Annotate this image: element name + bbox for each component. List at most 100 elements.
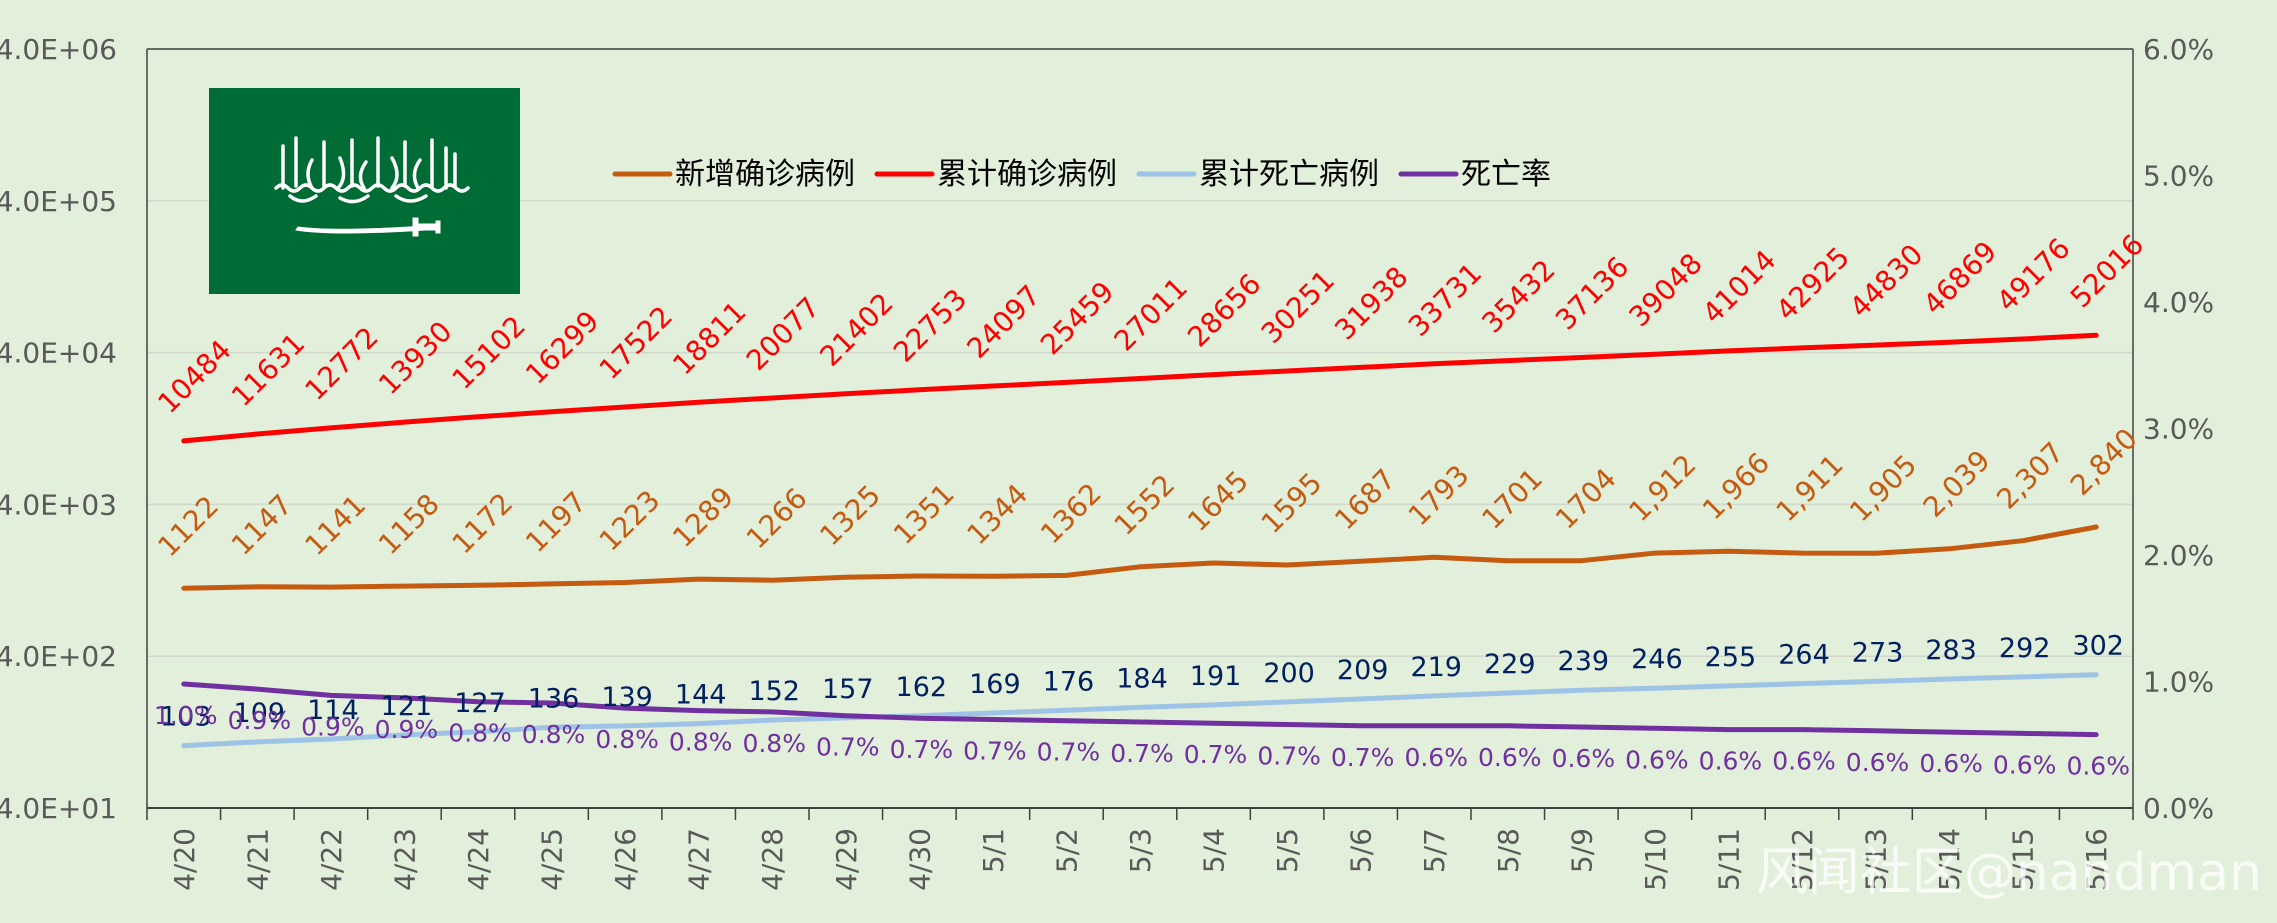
- cumulative-deaths-label: 191: [1190, 661, 1242, 692]
- legend-label-new_cases: 新增确诊病例: [675, 157, 855, 192]
- x-axis-tick-label: 5/8: [1492, 828, 1525, 873]
- death-rate-label: 0.7%: [1184, 740, 1248, 769]
- sword-pommel: [435, 220, 441, 234]
- death-rate-label: 0.7%: [1331, 743, 1395, 772]
- cumulative-deaths-label: 127: [454, 688, 506, 719]
- death-rate-label: 0.6%: [1699, 747, 1763, 776]
- shahada-stroke: [394, 194, 428, 203]
- x-axis-tick-label: 5/16: [2080, 828, 2113, 891]
- x-axis-tick-label: 4/22: [315, 828, 348, 891]
- death-rate-label: 0.6%: [1625, 745, 1689, 774]
- cumulative-deaths-label: 184: [1116, 663, 1168, 694]
- cumulative-deaths-label: 255: [1705, 642, 1757, 673]
- cumulative-deaths-label: 152: [748, 676, 800, 707]
- x-axis-tick-label: 5/11: [1712, 828, 1745, 891]
- death-rate-label: 0.7%: [963, 736, 1027, 765]
- x-axis-tick-label: 5/12: [1786, 828, 1819, 891]
- x-axis-tick-label: 4/30: [903, 828, 936, 891]
- legend-label-cumulative_cases: 累计确诊病例: [937, 157, 1117, 192]
- shahada-stroke: [288, 194, 318, 203]
- death-rate-label: 0.6%: [2066, 752, 2130, 781]
- death-rate-label: 0.7%: [1257, 742, 1321, 771]
- death-rate-label: 0.8%: [669, 728, 733, 757]
- cumulative-deaths-label: 200: [1263, 658, 1315, 689]
- cumulative-deaths-label: 169: [969, 669, 1021, 700]
- shahada-stroke: [336, 156, 346, 190]
- left-axis-tick-label: 4.0E+06: [0, 33, 117, 66]
- cumulative-deaths-label: 144: [675, 680, 727, 711]
- shahada-stroke: [306, 158, 314, 190]
- shahada-stroke: [274, 183, 470, 193]
- death-rate-label: 0.8%: [595, 725, 659, 754]
- cumulative-deaths-label: 136: [528, 683, 580, 714]
- saudi-flag: [209, 88, 520, 294]
- x-axis-tick-label: 4/23: [388, 828, 421, 891]
- death-rate-label: 0.9%: [301, 712, 365, 741]
- x-axis-tick-label: 5/7: [1418, 828, 1451, 873]
- right-axis-tick-label: 5.0%: [2143, 160, 2214, 193]
- x-axis-tick-label: 5/6: [1345, 828, 1378, 873]
- x-axis-tick-label: 5/2: [1050, 828, 1083, 873]
- cumulative-deaths-label: 121: [381, 691, 433, 722]
- cumulative-deaths-label: 109: [234, 698, 286, 729]
- right-axis-tick-label: 0.0%: [2143, 792, 2214, 825]
- left-axis-tick-label: 4.0E+03: [0, 488, 117, 521]
- left-axis-tick-label: 4.0E+05: [0, 185, 117, 218]
- cumulative-deaths-label: 103: [160, 702, 212, 733]
- x-axis-tick-label: 4/20: [168, 828, 201, 891]
- cumulative-deaths-label: 246: [1631, 644, 1683, 675]
- cumulative-deaths-label: 157: [822, 674, 874, 705]
- x-axis-tick-label: 4/25: [536, 828, 569, 891]
- death-rate-label: 0.7%: [1037, 738, 1101, 767]
- cumulative-deaths-label: 114: [307, 695, 359, 726]
- cumulative-deaths-label: 292: [1999, 633, 2051, 664]
- x-axis-tick-label: 5/15: [2007, 828, 2040, 891]
- death-rate-label: 0.9%: [228, 706, 292, 735]
- x-axis-tick-label: 4/29: [830, 828, 863, 891]
- death-rate-label: 0.8%: [522, 720, 586, 749]
- series: [181, 332, 2099, 749]
- right-axis-tick-label: 6.0%: [2143, 33, 2214, 66]
- cumulative-deaths-label: 273: [1852, 637, 1904, 668]
- legend-label-death_rate: 死亡率: [1461, 157, 1551, 192]
- cumulative-deaths-label: 302: [2072, 631, 2124, 662]
- cumulative-deaths-label: 162: [896, 672, 948, 703]
- death-rate-label: 0.6%: [1772, 747, 1836, 776]
- death-rate-label: 0.6%: [1993, 750, 2057, 779]
- right-axis-tick-label: 4.0%: [2143, 286, 2214, 319]
- x-axis-tick-label: 4/28: [756, 828, 789, 891]
- death-rate-label: 0.6%: [1919, 749, 1983, 778]
- cumulative-deaths-label: 139: [601, 682, 653, 713]
- death-rate-label: 0.6%: [1846, 748, 1910, 777]
- axes: 4.0E+01 4.0E+02 4.0E+03 4.0E+04 4.0E+05 4.0E+…: [0, 33, 2214, 891]
- shahada-stroke: [358, 160, 368, 190]
- sword-guard: [412, 217, 419, 237]
- shahada-stroke: [390, 156, 399, 190]
- death-rate-label: 0.6%: [1552, 744, 1616, 773]
- left-axis-tick-label: 4.0E+02: [0, 640, 117, 673]
- legend: 新增确诊病例 累计确诊病例 累计死亡病例 死亡率: [612, 157, 1551, 192]
- shahada-stroke: [412, 158, 422, 190]
- x-axis-tick-label: 5/1: [977, 828, 1010, 873]
- x-axis-tick-label: 5/9: [1565, 828, 1598, 873]
- new_cases-line: [181, 524, 2099, 591]
- cumulative_deaths-line: [181, 672, 2099, 749]
- death-rate-label: 0.8%: [742, 729, 806, 758]
- cumulative-deaths-label: 229: [1484, 649, 1536, 680]
- death-rate-label: 0.6%: [1478, 743, 1542, 772]
- flag-sword-icon: [295, 217, 441, 237]
- death-rate-label: 0.9%: [375, 715, 439, 744]
- shahada-stroke: [338, 194, 370, 204]
- death-rate-label: 0.6%: [1404, 743, 1468, 772]
- x-axis-tick-label: 5/10: [1639, 828, 1672, 891]
- watermark: 风闻社区@nandman: [1756, 843, 2262, 903]
- cumulative-deaths-label: 283: [1925, 635, 1977, 666]
- x-axis-tick-label: 5/14: [1933, 828, 1966, 891]
- death-rate-label: 0.7%: [1110, 739, 1174, 768]
- death-rate-label: 0.7%: [890, 735, 954, 764]
- x-axis-tick-label: 5/13: [1860, 828, 1893, 891]
- death-rate-label: 0.8%: [448, 719, 512, 748]
- x-axis-tick-label: 5/3: [1124, 828, 1157, 873]
